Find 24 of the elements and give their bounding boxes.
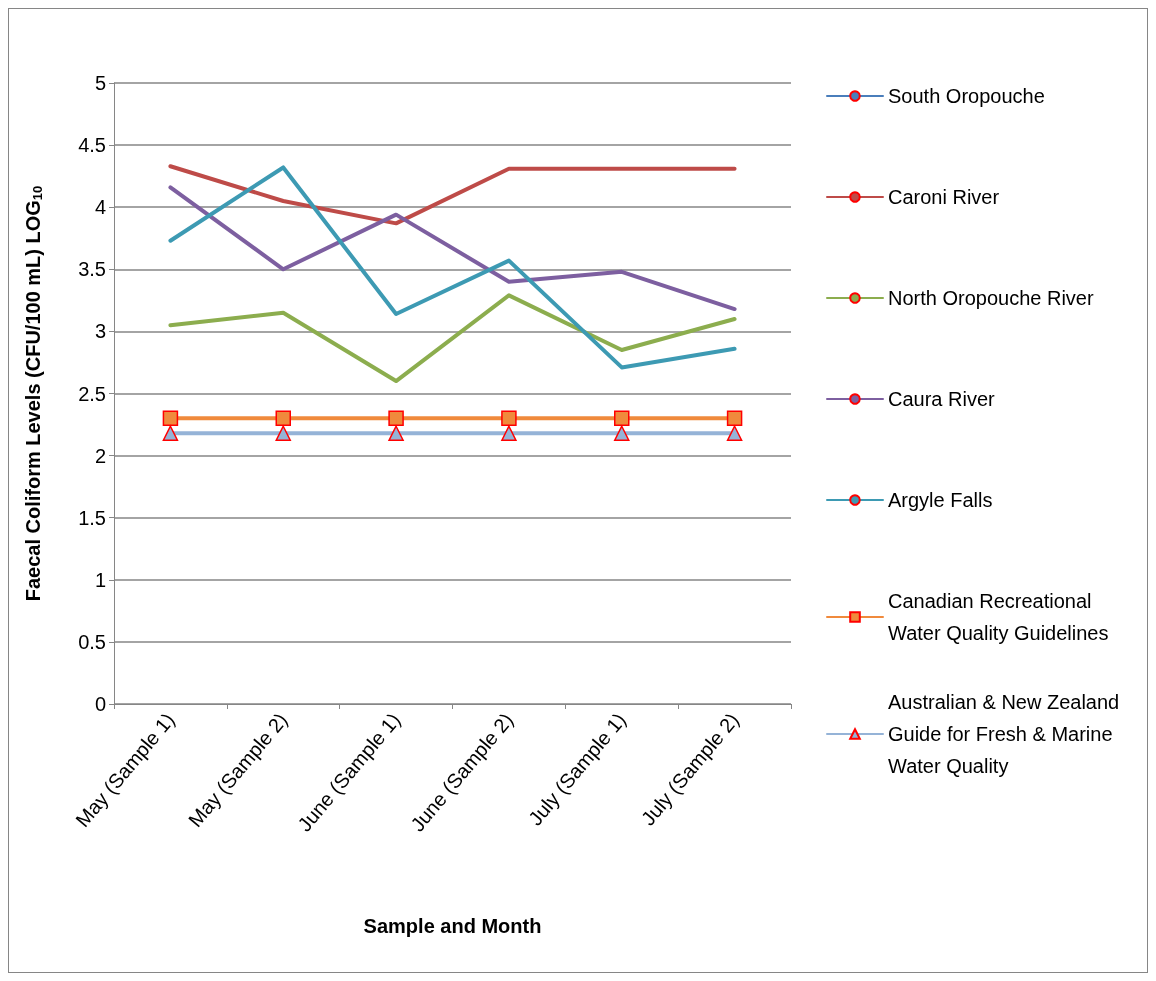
legend-label: Caroni River <box>888 186 1000 208</box>
legend-label: Argyle Falls <box>888 489 993 511</box>
legend-label: Canadian Recreational Water Quality Guidelines <box>888 590 1109 644</box>
y-tick-label: 3 <box>94 320 106 343</box>
x-axis-title: Sample and Month <box>363 915 542 937</box>
line-series <box>168 165 737 370</box>
y-tick-label: 0 <box>94 693 106 715</box>
y-tick-label: 0.5 <box>78 630 106 653</box>
y-tick-label: 1 <box>94 568 106 591</box>
y-tick-label: 4 <box>94 196 106 219</box>
y-tick-label: 1.5 <box>78 506 106 529</box>
y-tick-label: 4.5 <box>78 134 106 157</box>
y-tick-label: 2.5 <box>78 382 106 405</box>
line-series <box>168 293 737 384</box>
line-series <box>168 185 737 312</box>
y-tick-label: 3.5 <box>78 258 106 281</box>
legend-label: South Oropouche <box>888 85 1045 107</box>
legend-label: North Oropouche River <box>888 287 1094 309</box>
y-tick-label: 2 <box>94 444 106 467</box>
y-axis-title: Faecal Coliform Levels (CFU/100 mL) LOG10 <box>21 185 45 602</box>
legend-label: Caura River <box>888 388 996 410</box>
y-tick-label: 5 <box>94 72 106 94</box>
line-series <box>168 164 737 226</box>
legend-label: Australian & New Zealand Guide for Fresh & Marine Water Quality <box>888 691 1120 777</box>
